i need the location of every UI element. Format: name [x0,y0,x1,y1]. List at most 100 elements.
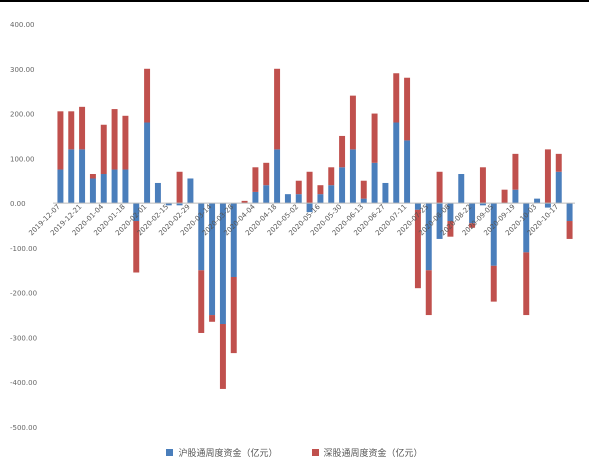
bar-shanghai [57,169,64,204]
y-tick-label: -200.00 [10,290,37,298]
legend: 沪股通周度资金（亿元） 深股通周度资金（亿元） [0,442,589,462]
bar-shenzhen [68,111,75,150]
bar-shanghai [339,167,346,204]
bar-shanghai [414,203,421,210]
bar-shenzhen [349,95,356,150]
y-tick-label: 100.00 [10,155,35,163]
bar-shanghai [154,182,161,204]
y-tick-label: -400.00 [10,379,37,387]
bar-shenzhen [219,324,226,389]
bar-shanghai [295,194,302,204]
bar-shanghai [133,203,140,222]
bar-shenzhen [306,171,313,204]
bar-shenzhen [566,221,573,239]
bar-shenzhen [252,167,259,192]
bar-shenzhen [339,135,346,168]
bar-shenzhen [100,124,107,175]
bar-shenzhen [263,162,270,186]
bar-shanghai [252,191,259,204]
bar-shenzhen [144,68,151,123]
bar-shanghai [100,174,107,204]
bar-shenzhen [295,180,302,195]
bar-shanghai [404,140,411,204]
bar-shenzhen [490,265,497,302]
bar-shanghai [436,203,443,239]
bar-shanghai [122,169,129,204]
bar-shenzhen [274,68,281,150]
y-tick-label: 300.00 [10,66,35,74]
y-axis: 400.00 300.00 200.00 100.00 0.00 -100.00 -200.… [10,21,37,432]
bar-shenzhen [544,149,551,204]
bar-shenzhen [425,270,432,316]
y-tick-label: 0.00 [10,200,26,208]
bar-shanghai [523,203,530,253]
bar-shanghai [274,149,281,204]
legend-label-shenzhen: 深股通周度资金（亿元） [323,448,423,459]
bar-shenzhen [447,221,454,237]
bar-shanghai [458,174,465,204]
bar-shenzhen [209,315,216,322]
bar-shanghai [469,203,476,224]
bar-shenzhen [57,111,64,170]
legend-item-shenzhen: 深股通周度资金（亿元） [311,446,423,459]
bar-shenzhen [133,221,140,273]
bar-shanghai [490,203,497,266]
bar-shanghai [425,203,432,271]
bar-shanghai [209,203,216,316]
bar-shanghai [263,185,270,204]
bar-shenzhen [512,153,519,190]
bar-shanghai [198,203,205,271]
bar-shanghai [165,203,172,206]
y-tick-label: -100.00 [10,245,37,253]
bar-shenzhen [501,189,508,204]
bar-shenzhen [79,106,86,150]
bar-shenzhen [198,270,205,333]
y-tick-label: -300.00 [10,334,37,342]
legend-swatch-shanghai [166,448,174,456]
bar-shenzhen [122,115,129,170]
bar-shenzhen [176,171,183,204]
x-axis: 2019-12-072019-12-212020-01-042020-01-18… [27,202,575,237]
bars [57,68,573,389]
bar-shanghai [371,162,378,204]
bar-shenzhen [414,209,421,289]
bar-shenzhen [404,77,411,141]
bar-shanghai [349,149,356,204]
bar-shenzhen [360,180,367,199]
bar-shanghai [230,203,237,277]
bar-shanghai [79,149,86,204]
y-tick-label: 400.00 [10,21,35,29]
bar-shenzhen [555,153,562,172]
bar-shanghai [544,203,551,208]
bar-shenzhen [523,252,530,316]
bar-shanghai [382,182,389,204]
bar-shanghai [393,122,400,204]
bar-shanghai [360,198,367,204]
bar-shenzhen [469,223,476,228]
bar-shenzhen [111,109,118,170]
bar-shanghai [68,149,75,204]
bar-shenzhen [479,167,486,204]
bar-shanghai [534,198,541,204]
legend-swatch-shenzhen [311,448,319,456]
legend-label-shanghai: 沪股通周度资金（亿元） [178,448,278,459]
bar-shenzhen [230,276,237,354]
bar-shanghai [328,185,335,204]
bar-shanghai [317,194,324,204]
bar-shanghai [89,178,96,204]
bar-shenzhen [317,185,324,195]
bar-shanghai [555,171,562,204]
bar-shanghai [176,203,183,206]
bar-shanghai [111,169,118,204]
bar-shanghai [144,122,151,204]
bar-shanghai [447,203,454,222]
bar-shenzhen [393,73,400,123]
bar-shanghai [306,203,313,213]
bar-shanghai [284,194,291,204]
bar-shenzhen [89,174,96,179]
bar-shanghai [566,203,573,222]
bar-shanghai [187,178,194,204]
bar-shanghai [219,203,226,325]
y-tick-label: -500.00 [10,424,37,432]
